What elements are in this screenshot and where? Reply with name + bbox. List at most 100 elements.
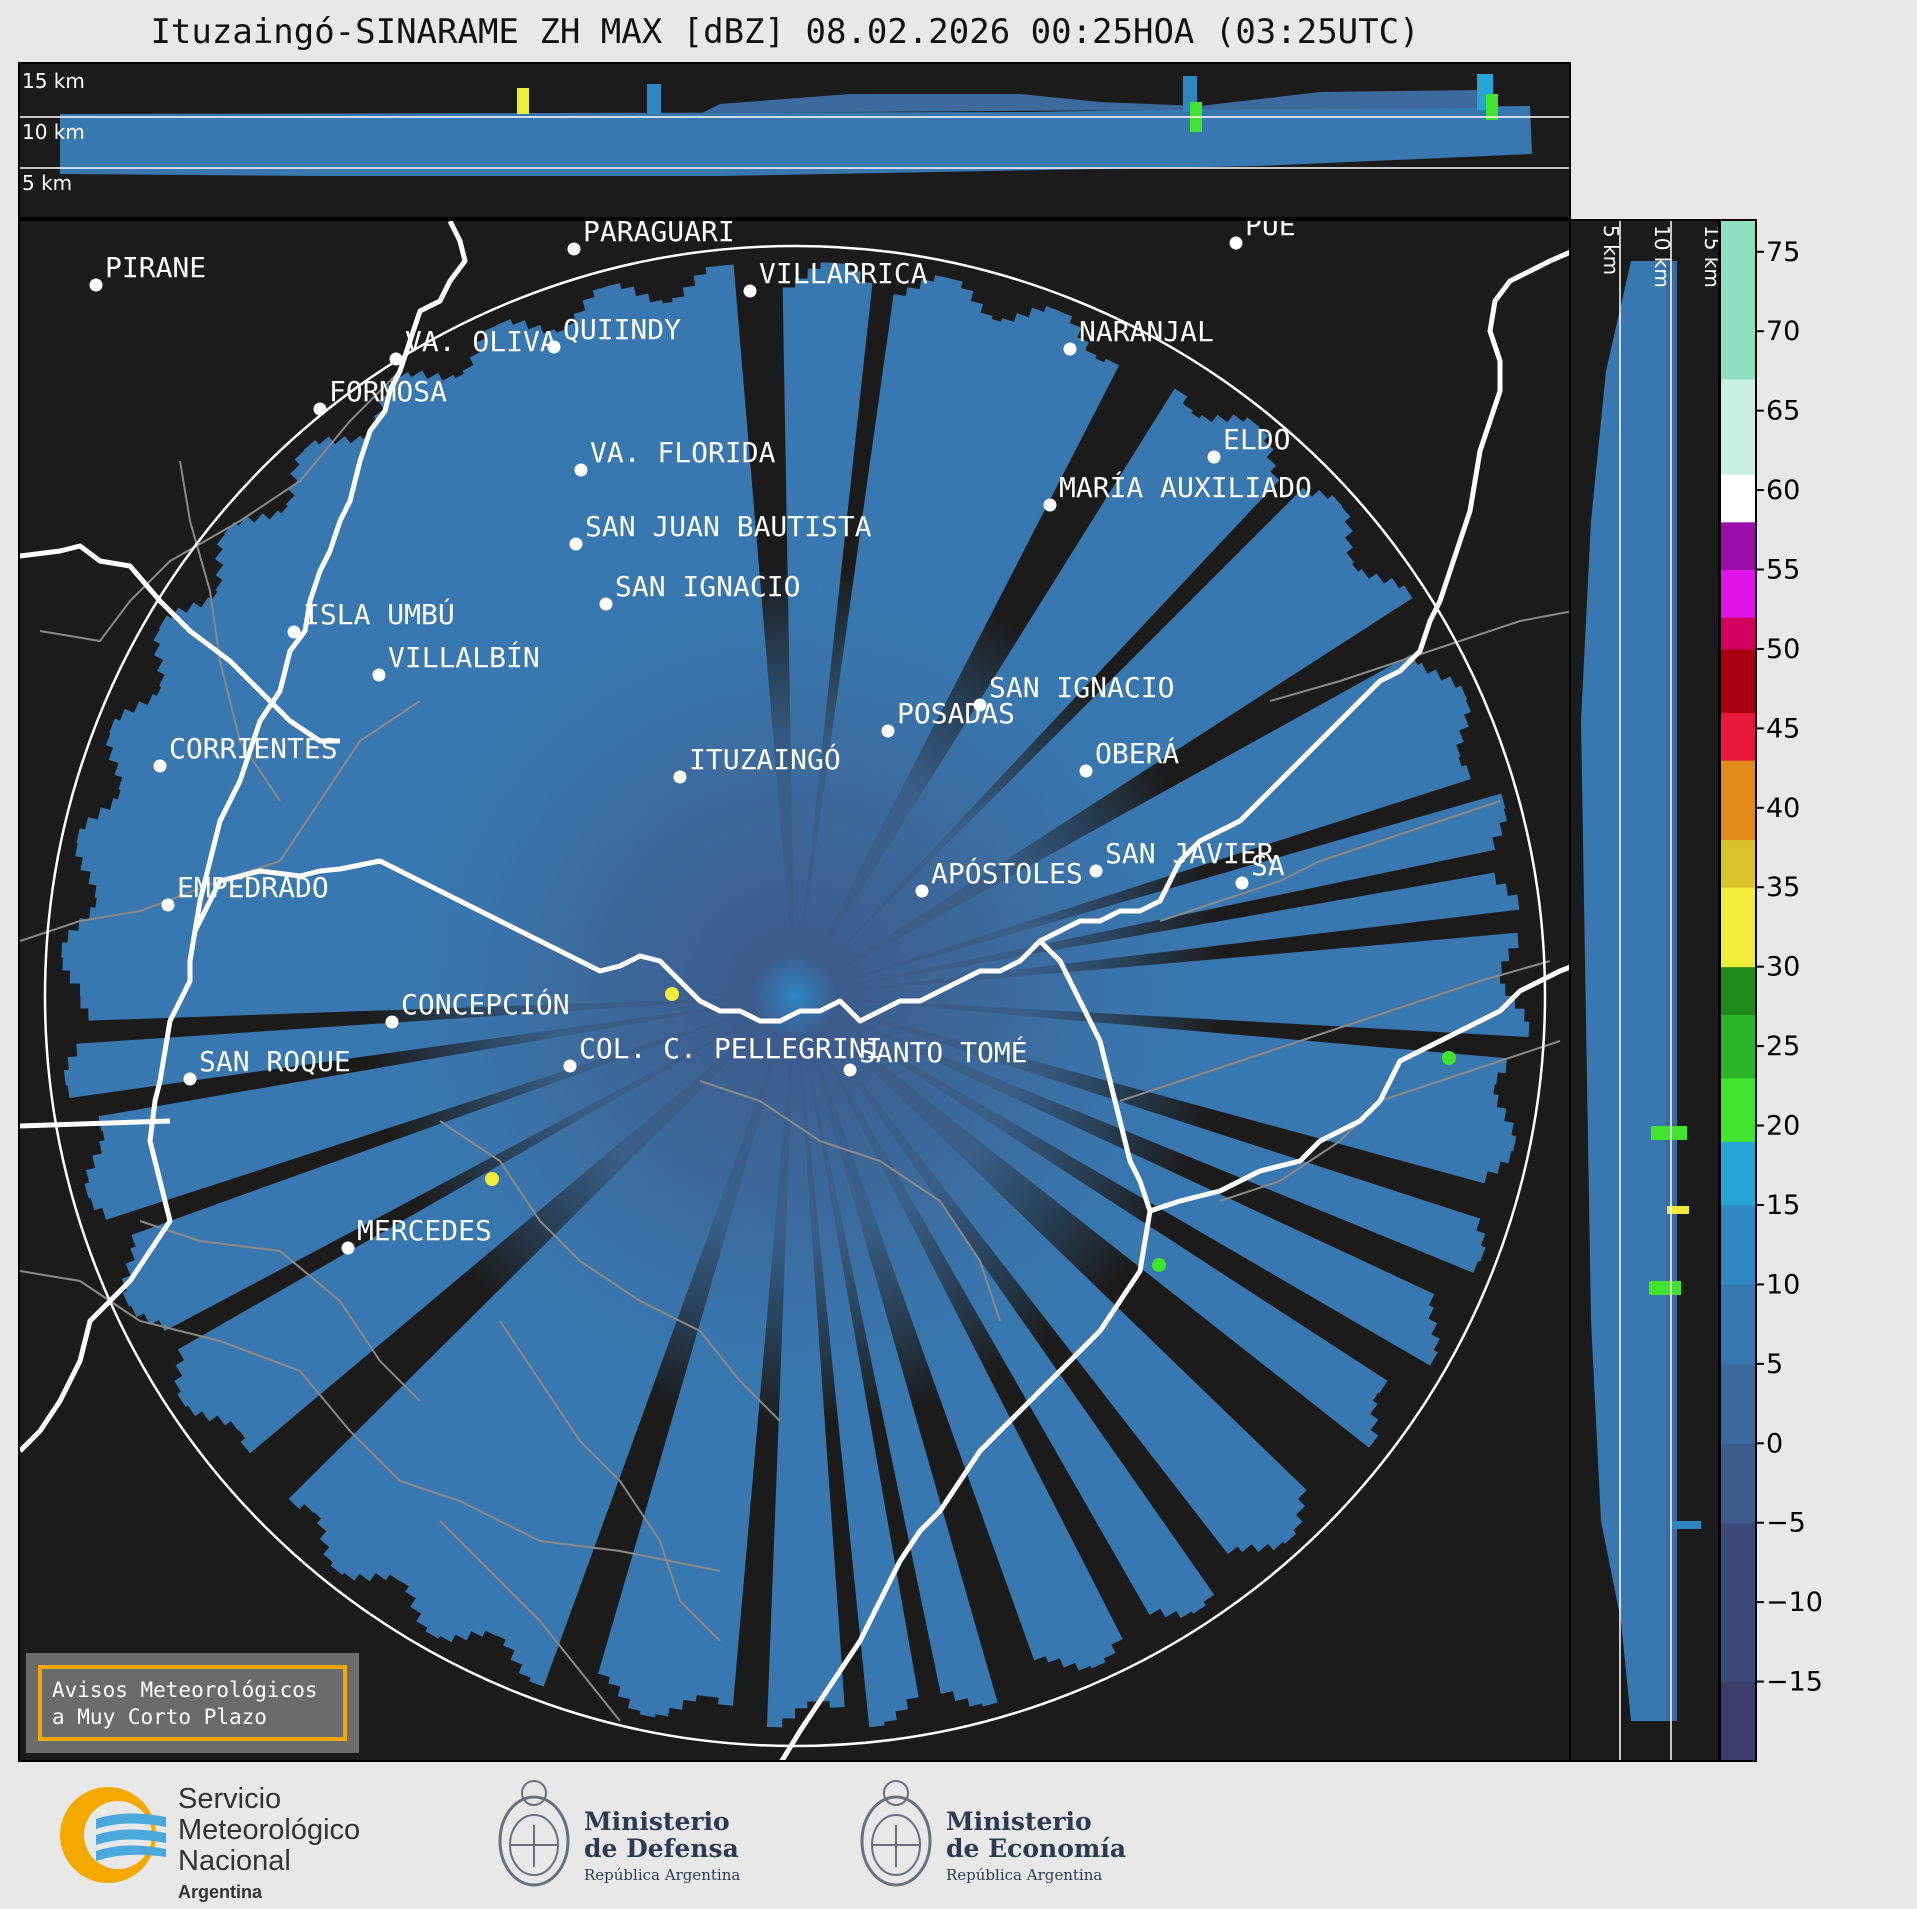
place-label: COL. C. PELLEGRINI	[579, 1032, 882, 1065]
right-xsec-label-15km: 15 km	[1700, 225, 1720, 288]
colorbar-band	[1720, 839, 1756, 888]
place-marker	[569, 537, 583, 551]
place-label: PIRANE	[105, 251, 206, 284]
colorbar-band	[1720, 521, 1756, 571]
top-xsec-echo-top	[520, 90, 1485, 114]
place-label: VILLALBÍN	[388, 640, 540, 674]
smn-logo-text: Servicio Meteorológico Nacional Argentin…	[178, 1784, 360, 1908]
colorbar-band	[1720, 378, 1756, 475]
right-xsec-cell-2	[1667, 1206, 1689, 1214]
place-label: OBERÁ	[1095, 736, 1179, 770]
place-label: ELDO	[1223, 423, 1290, 456]
top-xsec-label-10km: 10 km	[22, 120, 85, 144]
colorbar-band	[1720, 1443, 1756, 1524]
place-marker	[547, 340, 561, 354]
place-label: SAN JUAN BAUTISTA	[585, 510, 872, 543]
near-range-echo	[365, 566, 1225, 1426]
place-marker	[161, 898, 175, 912]
place-marker	[372, 668, 386, 682]
right-xsec-echo	[1581, 261, 1677, 1721]
place-label: EMPEDRADO	[177, 871, 329, 904]
place-marker	[743, 284, 757, 298]
colorbar-tick-label: 15	[1766, 1190, 1800, 1221]
place-marker	[1235, 876, 1249, 890]
right-xsec-cell-1	[1651, 1126, 1687, 1140]
place-label: VILLARRICA	[759, 257, 928, 290]
place-label: APÓSTOLES	[931, 856, 1083, 890]
defensa-line-2: de Defensa	[584, 1834, 739, 1863]
colorbar-tick-label: 65	[1766, 396, 1800, 427]
economia-line-2: de Economía	[946, 1834, 1127, 1863]
radar-map: PIRANE PARAGUARÍ VILLARRICA QUIINDY VA. OLIV…	[18, 219, 1571, 1762]
place-marker	[389, 352, 403, 366]
place-marker	[313, 402, 327, 416]
place-marker	[843, 1063, 857, 1077]
economia-seal-icon	[860, 1780, 932, 1887]
colorbar-frame	[1719, 219, 1757, 1762]
colorbar-tick-label: 55	[1766, 555, 1800, 586]
smn-line-2: Meteorológico	[178, 1814, 361, 1846]
colorbar-tick-label: 35	[1766, 872, 1800, 903]
place-label: MARÍA AUXILIADO	[1059, 470, 1312, 504]
colorbar-band	[1720, 966, 1756, 1015]
reflectivity-field	[61, 262, 1530, 1728]
colorbar-tick-label: 75	[1766, 237, 1800, 268]
economia-text: Ministerio de Economía República Argenti…	[946, 1808, 1126, 1889]
colorbar-tick-label: 25	[1766, 1031, 1800, 1062]
place-marker	[183, 1072, 197, 1086]
colorbar-tick-label: −5	[1766, 1508, 1806, 1539]
storm-cell	[485, 1172, 499, 1186]
colorbar-band	[1720, 712, 1756, 761]
place-marker	[915, 884, 929, 898]
rivers-and-borders	[20, 221, 1569, 1760]
place-marker	[341, 1241, 355, 1255]
radar-range-ring	[43, 244, 1547, 1748]
defensa-text: Ministerio de Defensa República Argentin…	[584, 1808, 740, 1889]
place-label: QUIINDY	[563, 313, 681, 346]
colorbar-band	[1720, 1141, 1756, 1206]
place-label: SA	[1251, 849, 1285, 882]
place-label: CORRIENTES	[169, 732, 338, 765]
colorbar-band	[1720, 1602, 1756, 1683]
colorbar-band	[1720, 760, 1756, 841]
smn-line-1: Servicio	[178, 1783, 282, 1815]
top-xsec-cell-2	[647, 84, 661, 114]
colorbar-tick-label: 20	[1766, 1111, 1800, 1142]
place-marker	[1089, 864, 1103, 878]
place-marker	[1063, 342, 1077, 356]
colorbar-band	[1720, 1204, 1756, 1285]
colorbar-tick-label: −15	[1766, 1667, 1823, 1698]
admin-boundaries	[20, 370, 1569, 1722]
colorbar-tick-label: 50	[1766, 634, 1800, 665]
right-cross-section: 5 km 10 km 15 km	[1569, 219, 1720, 1762]
colorbar-band	[1720, 569, 1756, 618]
colorbar-tick-label: 70	[1766, 316, 1800, 347]
colorbar-tick-label: 5	[1766, 1349, 1783, 1380]
colorbar-tick-label: 0	[1766, 1428, 1783, 1459]
place-label: POSADAS	[897, 697, 1015, 730]
place-label: VA. OLIVA	[405, 325, 557, 358]
warning-line-2: a Muy Corto Plazo	[52, 1705, 267, 1729]
economia-line-1: Ministerio	[946, 1807, 1092, 1836]
place-label: SAN IGNACIO	[989, 671, 1174, 704]
top-xsec-cell-1	[517, 88, 529, 114]
economia-line-3: República Argentina	[946, 1866, 1103, 1884]
storm-cell	[665, 987, 679, 1001]
place-label: FORMOSA	[329, 375, 447, 408]
place-label: ISLA UMBÚ	[303, 597, 455, 631]
place-marker	[385, 1015, 399, 1029]
colorbar-band	[1720, 1522, 1756, 1603]
place-label: SAN JAVIER	[1105, 837, 1274, 870]
place-marker	[1043, 498, 1057, 512]
colorbar-tick-label: −10	[1766, 1587, 1823, 1618]
colorbar-bands	[1720, 220, 1756, 1762]
colorbar-band	[1720, 1681, 1756, 1762]
colorbar-band	[1720, 1077, 1756, 1142]
right-xsec-cell-3	[1649, 1281, 1681, 1295]
warning-line-1: Avisos Meteorológicos	[52, 1678, 318, 1702]
smn-logo-icon	[60, 1787, 166, 1883]
colorbar-band	[1720, 474, 1756, 523]
place-label: SAN IGNACIO	[615, 570, 800, 603]
